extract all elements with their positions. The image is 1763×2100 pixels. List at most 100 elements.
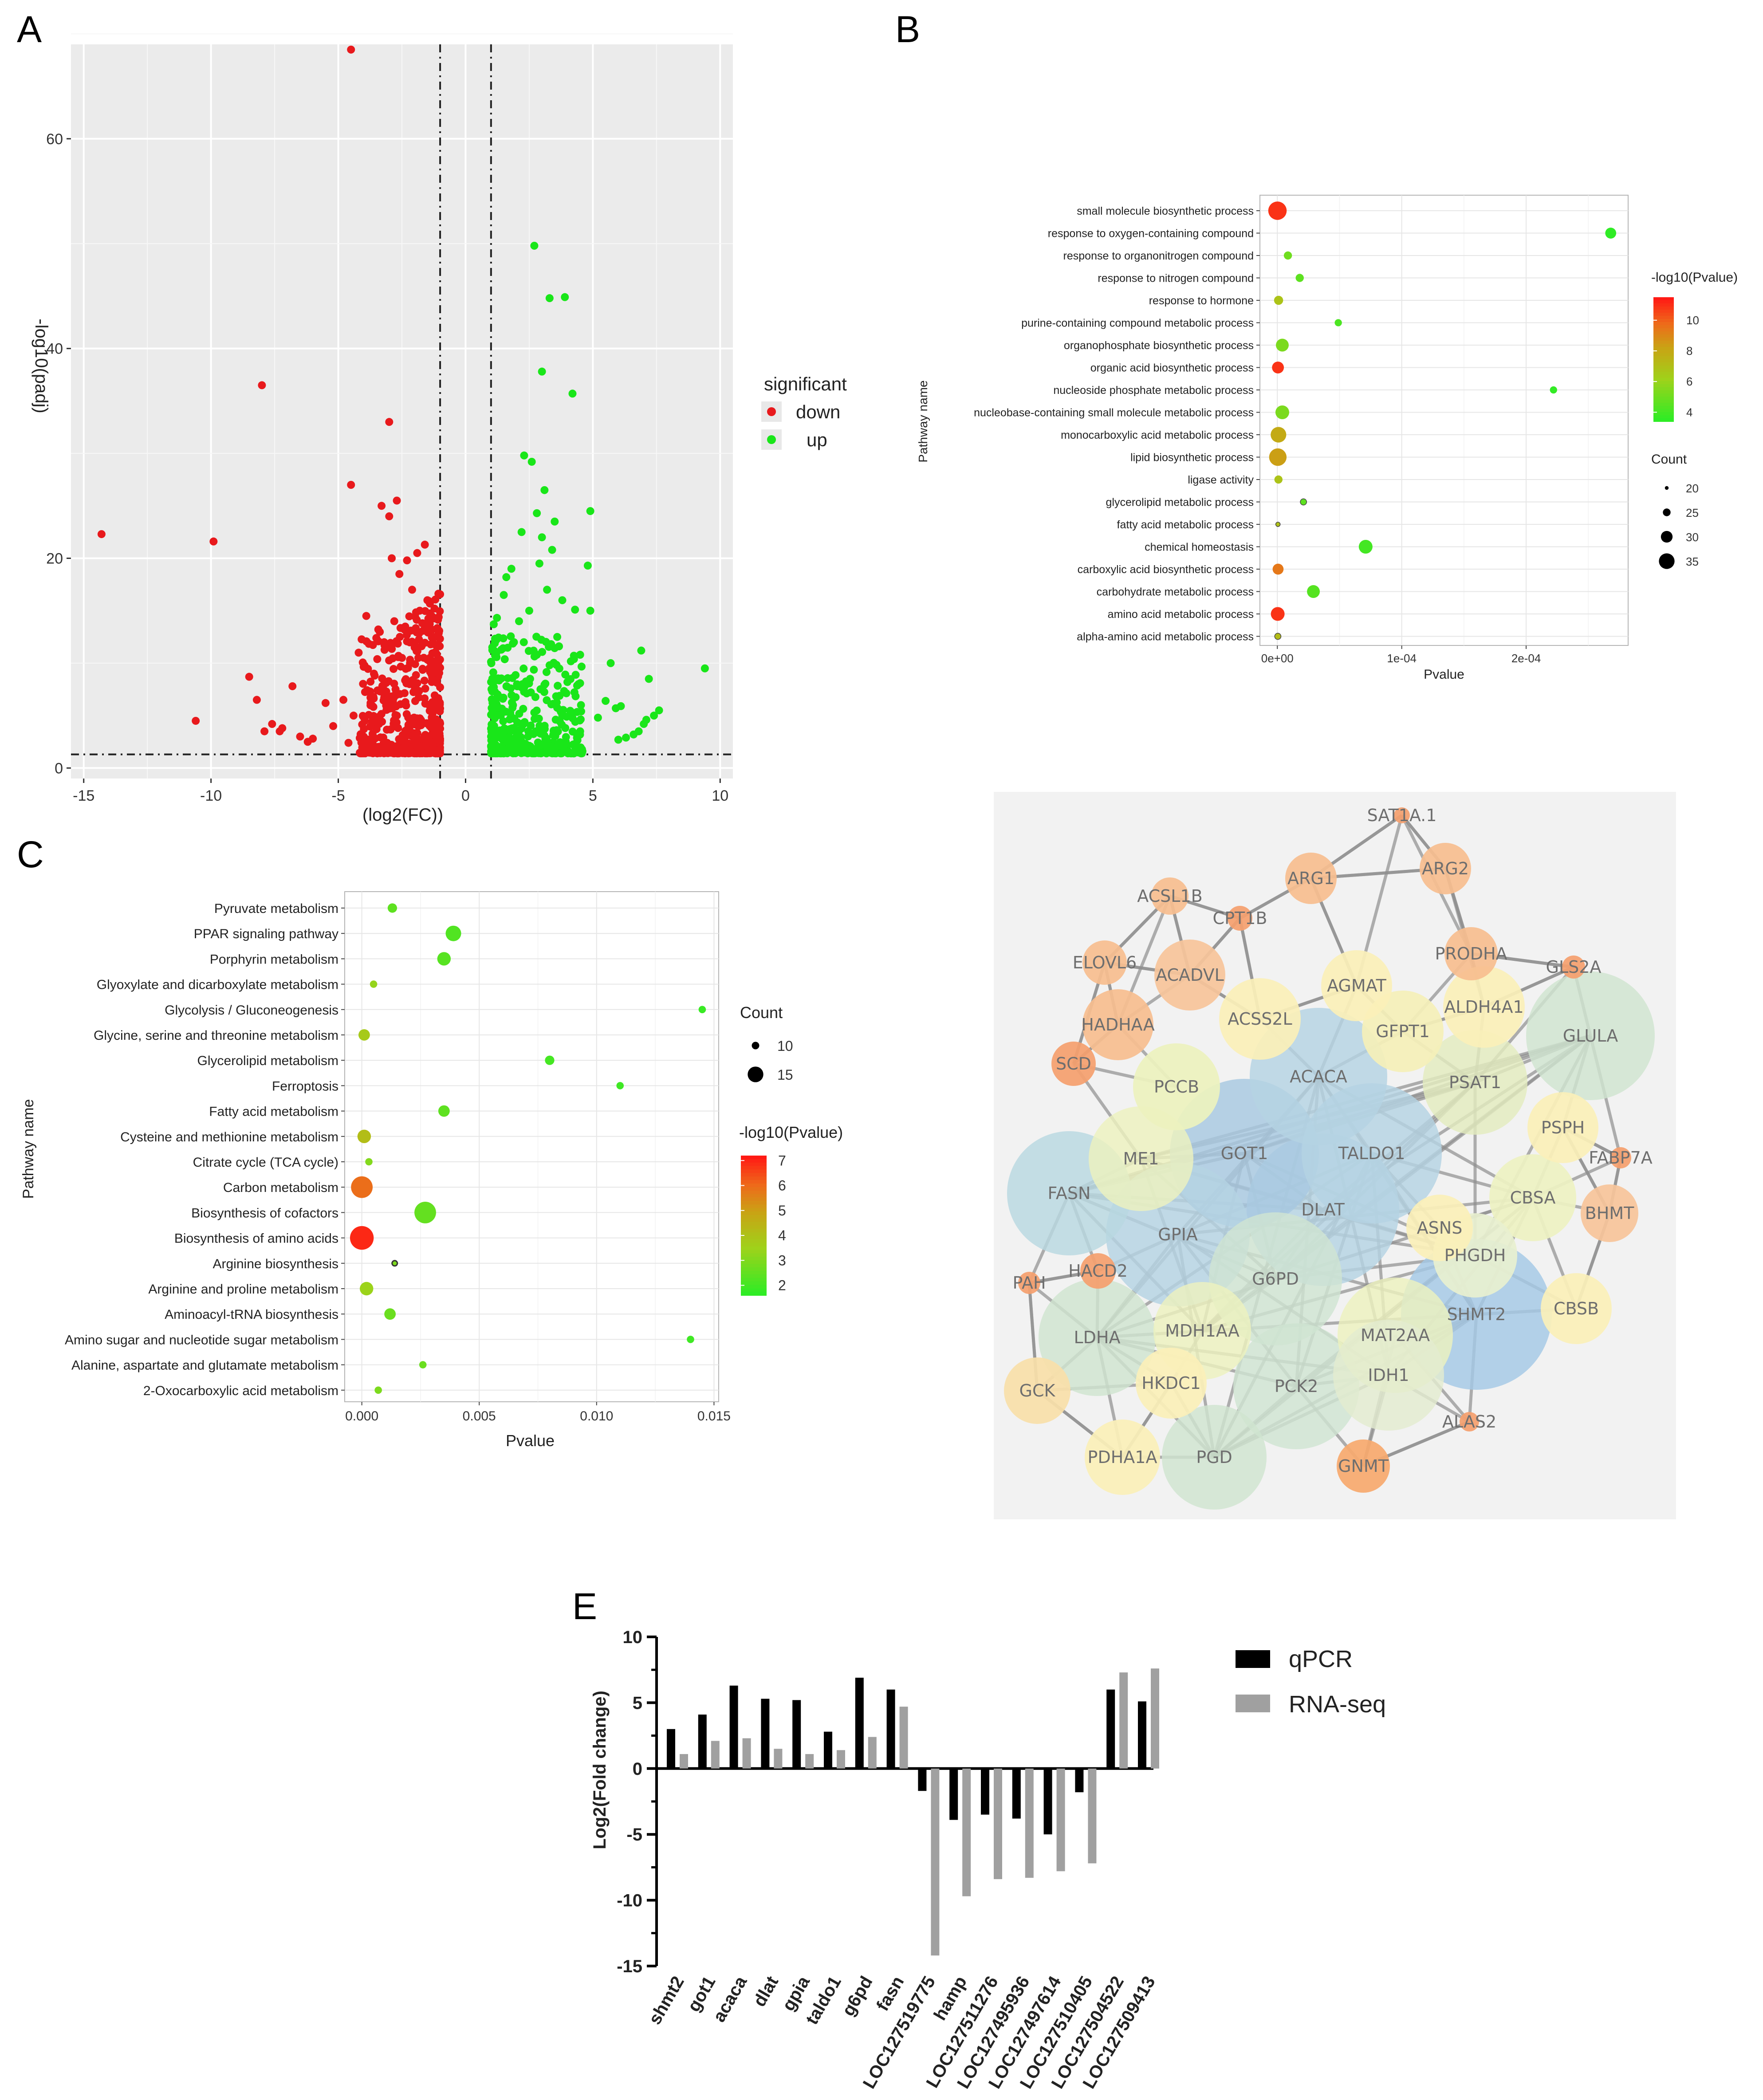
- pathway-label: alpha-amino acid metabolic process: [1077, 631, 1254, 643]
- network-node-label: PCCB: [1154, 1077, 1199, 1097]
- bar-rnaseq: [805, 1754, 814, 1769]
- network-node: [1133, 1043, 1220, 1130]
- volcano-point-up: [540, 731, 549, 739]
- network-node-circle: [1004, 1357, 1070, 1424]
- kegg-point: [357, 1129, 371, 1143]
- volcano-point-up: [513, 718, 522, 727]
- volcano-point-up: [558, 596, 567, 605]
- colorbar-segment: [1653, 328, 1674, 332]
- size-legend-marker: [752, 1042, 760, 1050]
- volcano-point-up: [489, 668, 497, 676]
- volcano-point-up: [494, 704, 503, 712]
- bar-qpcr: [855, 1678, 864, 1769]
- bar-rnaseq: [711, 1741, 720, 1769]
- volcano-legend: significant down up: [761, 374, 847, 450]
- volcano-point-down: [418, 666, 427, 674]
- volcano-point-up: [612, 704, 620, 712]
- network-node-circle: [1228, 906, 1252, 931]
- colorbar-segment: [1653, 350, 1674, 354]
- pathway-label: Alanine, aspartate and glutamate metabol…: [71, 1358, 338, 1373]
- volcano-point-up: [622, 733, 630, 742]
- network-node: [1562, 956, 1585, 979]
- network-node-label: ALDH4A1: [1444, 997, 1523, 1017]
- volcano-point-down: [402, 747, 410, 755]
- y-tick-label: -5: [626, 1825, 642, 1844]
- pathway-label: nucleobase-containing small molecule met…: [974, 407, 1254, 419]
- volcano-point-up: [533, 509, 541, 517]
- network-node-label: ARG1: [1287, 869, 1334, 888]
- y-tick-label: 40: [46, 341, 63, 358]
- volcano-point-up: [577, 701, 585, 709]
- network-node-circle: [1321, 950, 1392, 1021]
- pathway-label: amino acid metabolic process: [1108, 608, 1254, 621]
- network-node-label: HACD2: [1068, 1261, 1128, 1281]
- x-tick-label: 2e-04: [1511, 652, 1541, 665]
- volcano-point-down: [268, 720, 276, 728]
- volcano-point-down: [365, 640, 373, 648]
- colorbar-segment: [1653, 415, 1674, 419]
- colorbar-segment: [741, 1211, 767, 1215]
- colorbar-tick-label: 5: [778, 1203, 786, 1219]
- volcano-point-down: [358, 712, 367, 720]
- colorbar-segment: [741, 1260, 767, 1265]
- network-node-label: BHMT: [1585, 1203, 1634, 1223]
- volcano-point-down: [406, 656, 414, 664]
- legend-swatch-rnaseq: [1236, 1695, 1270, 1712]
- network-node-label: SHMT2: [1447, 1305, 1506, 1324]
- x-tick-label: 0.010: [580, 1409, 613, 1424]
- volcano-point-up: [531, 749, 539, 757]
- kegg-point: [616, 1082, 624, 1089]
- volcano-point-down: [428, 625, 436, 634]
- colorbar-segment: [741, 1285, 767, 1289]
- panel-letter-b: B: [895, 8, 920, 50]
- network-node: [1394, 807, 1410, 823]
- bar-y-axis-label: Log2(Fold change): [590, 1691, 610, 1849]
- network-node: [1004, 1357, 1070, 1424]
- pathway-label: purine-containing compound metabolic pro…: [1021, 317, 1254, 330]
- volcano-point-up: [655, 706, 663, 715]
- network-node-circle: [1233, 1323, 1359, 1449]
- colorbar-segment: [1653, 307, 1674, 310]
- network-node-circle: [1420, 843, 1471, 894]
- volcano-point-up: [493, 613, 501, 622]
- network-node-circle: [1285, 853, 1337, 904]
- pathway-label: Arginine and proline metabolism: [148, 1282, 338, 1297]
- colorbar-segment: [741, 1292, 767, 1296]
- volcano-point-up: [488, 695, 496, 704]
- pathway-label: organic acid biosynthetic process: [1090, 362, 1254, 374]
- colorbar-tick-label: 3: [778, 1252, 786, 1268]
- volcano-point-down: [403, 556, 411, 565]
- pathway-label: Aminoacyl-tRNA biosynthesis: [165, 1307, 338, 1322]
- volcano-point-down: [347, 45, 355, 54]
- network-node: [1443, 966, 1525, 1048]
- volcano-point-up: [502, 682, 511, 691]
- volcano-point-down: [420, 653, 428, 662]
- go-point: [1272, 563, 1284, 575]
- volcano-point-up: [576, 651, 584, 659]
- network-node: [1541, 1273, 1612, 1344]
- pathway-label: 2-Oxocarboxylic acid metabolism: [143, 1384, 338, 1398]
- volcano-legend-down: down: [796, 401, 840, 422]
- volcano-point-up: [568, 389, 577, 398]
- volcano-point-down: [436, 635, 444, 643]
- volcano-point-up: [640, 720, 648, 728]
- volcano-point-down: [396, 633, 404, 641]
- volcano-point-up: [602, 697, 610, 705]
- size-legend-label: 30: [1686, 531, 1699, 544]
- pathway-label: Cysteine and methionine metabolism: [120, 1130, 338, 1144]
- colorbar-segment: [741, 1222, 767, 1226]
- bar-qpcr: [1138, 1701, 1146, 1769]
- volcano-point-down: [278, 724, 287, 732]
- colorbar-segment: [741, 1194, 767, 1198]
- network-node: [1420, 843, 1471, 894]
- colorbar-segment: [741, 1243, 767, 1247]
- bar-rnaseq: [1088, 1768, 1097, 1864]
- volcano-point-up: [700, 664, 709, 672]
- colorbar-segment: [741, 1281, 767, 1286]
- volcano-point-down: [376, 628, 384, 636]
- size-legend-label: 25: [1686, 506, 1699, 519]
- pathway-label: fatty acid metabolic process: [1117, 519, 1254, 531]
- volcano-point-up: [509, 740, 518, 748]
- volcano-point-down: [385, 418, 394, 426]
- pathway-label: organophosphate biosynthetic process: [1064, 339, 1254, 352]
